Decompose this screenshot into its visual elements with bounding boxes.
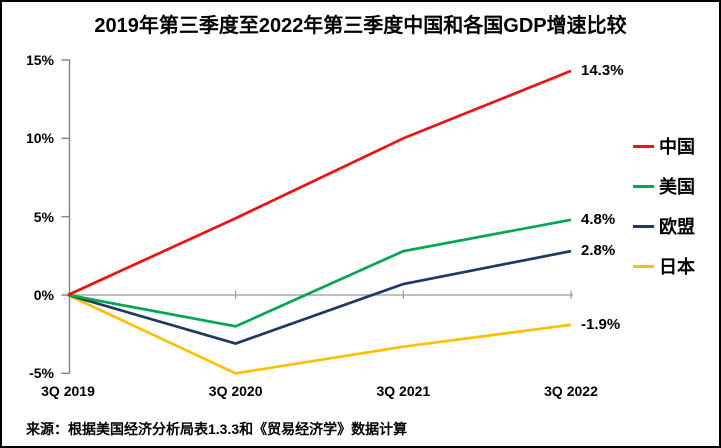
series-line-japan [67, 293, 572, 375]
legend-line-japan [633, 264, 654, 268]
end-label-usa: 4.8% [581, 210, 616, 228]
legend-item-china: 中国 [633, 133, 695, 159]
end-label-china: 14.3% [581, 61, 624, 79]
y-axis-label: 10% [25, 130, 54, 147]
legend-item-eu: 欧盟 [633, 213, 695, 239]
series-line-eu [67, 249, 572, 345]
x-axis-label: 3Q 2022 [544, 383, 598, 399]
source-note: 来源：根据美国经济分析局表1.3.3和《贸易经济学》数据计算 [26, 421, 408, 437]
legend-line-eu [633, 224, 654, 228]
x-axis-label: 3Q 2021 [376, 383, 431, 399]
series-line-usa [67, 218, 572, 328]
legend-label-japan: 日本 [659, 257, 695, 277]
legend-label-eu: 欧盟 [659, 217, 695, 237]
legend-item-usa: 美国 [633, 173, 695, 199]
end-label-eu: 2.8% [581, 242, 616, 260]
legend-line-china [633, 144, 654, 148]
y-axis-label: 15% [25, 51, 54, 68]
y-axis-label: 0% [33, 287, 54, 303]
x-axis-label: 3Q 2019 [41, 383, 95, 399]
y-axis-label: -5% [29, 365, 54, 382]
series-line-china [67, 69, 572, 297]
y-axis-label: 5% [33, 208, 54, 225]
legend-line-usa [633, 184, 654, 188]
legend-item-japan: 日本 [633, 253, 695, 279]
end-label-japan: -1.9% [581, 315, 621, 333]
legend-label-usa: 美国 [659, 177, 695, 197]
legend-label-china: 中国 [659, 137, 695, 157]
chart-title: 2019年第三季度至2022年第三季度中国和各国GDP增速比较 [94, 15, 627, 37]
x-axis-label: 3Q 2020 [208, 383, 263, 399]
